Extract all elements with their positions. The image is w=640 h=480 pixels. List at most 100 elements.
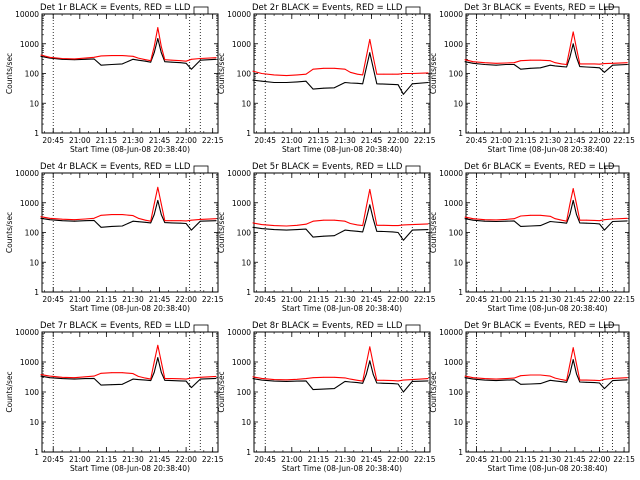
y-tick-label: 1 [246,129,251,138]
events-point [252,79,254,81]
lld-point [513,218,515,220]
lld-point [397,380,399,382]
events-point [312,389,314,390]
events-point [530,225,531,227]
lld-point [286,225,287,227]
legend-box [193,324,209,333]
lld-series-line [464,188,628,222]
lld-point [61,218,63,220]
events-point [121,383,123,385]
y-tick-label: 1000 [20,40,39,49]
events-point [74,378,75,380]
lld-point [100,55,102,57]
plot-frame [465,172,630,293]
events-point [286,82,287,83]
x-tick-label: 22:00 [589,295,611,304]
events-point [252,378,254,379]
lld-point [554,218,556,220]
events-point [585,381,587,383]
lld-point [111,55,113,56]
events-point [403,391,404,393]
events-point [484,379,485,381]
lld-point [261,224,263,226]
events-point [150,61,152,63]
x-tick-label: 20:45 [42,136,64,145]
lld-point [464,216,466,218]
x-tick-label: 21:15 [96,136,118,145]
lld-point [383,379,385,381]
events-point [145,60,146,62]
events-point [411,83,413,85]
lld-point [191,58,192,60]
y-tick-label: 10 [29,418,39,427]
lld-point [576,363,577,365]
lld-point [305,223,307,225]
x-tick-label: 22:15 [613,295,635,304]
events-point [411,381,413,382]
events-point [349,82,351,84]
y-tick-label: 10 [241,258,251,267]
lld-point [549,375,551,377]
legend-box [405,324,421,333]
events-point [505,64,507,65]
lld-point [160,361,162,363]
lld-point [594,63,595,65]
events-point [191,229,192,231]
lld-point [164,59,166,61]
lld-point [369,39,371,40]
x-axis-label: Start Time (08-Jun-08 20:38:40) [282,145,402,154]
legend-box [604,165,620,174]
lld-point [74,58,75,60]
lld-point [576,48,577,49]
lld-point [561,219,563,221]
events-point [111,226,113,227]
y-tick-label: 100 [449,388,464,397]
events-point [121,63,123,65]
chart-title: Det 2r BLACK = Events, RED = LLD [252,3,403,13]
events-point [261,379,263,381]
lld-point [540,214,541,216]
lld-point [312,220,314,222]
chart-title: Det 8r BLACK = Events, RED = LLD [252,321,403,331]
lld-point [40,216,42,218]
events-point [93,58,95,60]
events-point [84,378,86,379]
lld-point [215,376,217,377]
events-point [164,61,166,63]
x-tick-label: 21:45 [361,295,383,304]
x-tick-label: 21:30 [122,455,144,464]
events-point [93,378,95,379]
events-point [561,381,563,383]
x-axis-label: Start Time (08-Jun-08 20:38:40) [488,304,608,313]
lld-point [520,215,522,217]
events-point [40,55,42,57]
x-tick-label: 21:30 [122,136,144,145]
lld-point [157,186,159,188]
events-point [579,222,581,224]
lld-point [604,63,605,64]
x-axis-label: Start Time (08-Jun-08 20:38:40) [488,464,608,473]
events-point [383,231,385,232]
y-tick-label: 1 [458,448,463,457]
events-point [554,65,556,67]
lld-point [157,27,159,28]
lld-point [344,220,346,222]
x-tick-label: 21:00 [490,136,512,145]
lld-point [403,224,404,226]
events-point [312,88,314,90]
lld-point [349,71,351,73]
lld-point [403,379,404,381]
lld-point [627,217,628,219]
x-tick-label: 22:15 [613,136,635,145]
events-point [344,82,346,83]
lld-point [627,377,628,379]
lld-point [566,380,567,381]
lld-point [585,219,587,221]
events-point [579,66,581,67]
x-tick-label: 21:15 [515,295,537,304]
plot-frame [41,172,219,293]
lld-point [305,378,307,379]
lld-point [472,218,474,220]
events-point [376,382,378,384]
y-axis-label: Counts/sec [217,371,226,412]
